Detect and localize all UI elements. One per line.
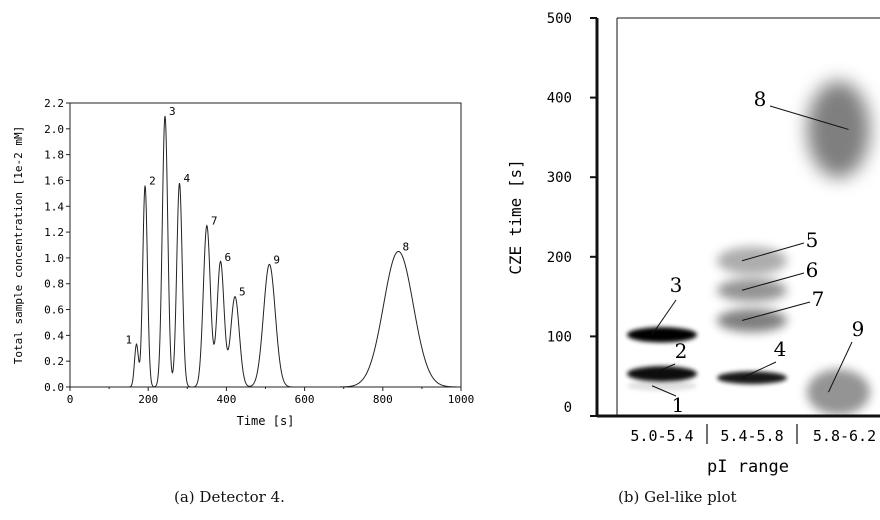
peak-labels: 1 2 3 4 7 6 5 9 8 <box>125 105 409 346</box>
band-label: 1 <box>672 393 685 417</box>
gel-band <box>717 371 787 385</box>
y-tick-label: 0.8 <box>44 278 64 291</box>
peak-label: 9 <box>273 253 280 266</box>
gel-band <box>717 309 787 332</box>
x-tick-label: 0 <box>67 393 74 406</box>
detector-ticks: 0 200 400 600 800 1000 0.0 0.2 0.4 0.6 0.8 1.0 1.2 1.… <box>44 97 474 406</box>
x-tick-label: 400 <box>216 393 236 406</box>
gel-column-labels: 5.0-5.4 5.4-5.8 5.8-6.2 <box>630 424 876 445</box>
caption-gel: (b) Gel-like plot <box>618 488 737 506</box>
band-label: 2 <box>675 339 688 363</box>
peak-label: 4 <box>183 172 190 185</box>
caption-detector: (a) Detector 4. <box>174 488 285 506</box>
x-tick-label: 1000 <box>448 393 475 406</box>
y-tick-label: 2.0 <box>44 123 64 136</box>
gel-y-axis-label: CZE time [s] <box>506 159 525 275</box>
gel-x-axis-label: pI range <box>707 457 789 477</box>
gel-y-tick-label: 0 <box>564 400 572 416</box>
y-tick-label: 1.0 <box>44 252 64 265</box>
gel-band <box>717 278 787 302</box>
y-tick-label: 1.6 <box>44 174 64 187</box>
peak-label: 3 <box>169 105 176 118</box>
y-tick-label: 0.4 <box>44 329 64 342</box>
gel-ticks: 0 100 200 300 400 500 <box>547 11 597 417</box>
gel-band <box>807 81 870 178</box>
y-tick-label: 1.4 <box>44 200 64 213</box>
gel-y-tick-label: 100 <box>547 329 572 345</box>
gel-y-tick-label: 500 <box>547 11 572 27</box>
gel-chart: 0 100 200 300 400 500 5.0-5.4 5.4-5.8 5.8-6.2 1… <box>506 11 880 477</box>
gel-column-label: 5.8-6.2 <box>813 427 876 445</box>
band-label: 5 <box>806 228 819 252</box>
gel-band <box>627 366 697 382</box>
band-label: 6 <box>806 258 819 282</box>
gel-band <box>627 327 697 343</box>
band-label: 9 <box>852 317 865 341</box>
x-tick-label: 800 <box>373 393 393 406</box>
band-leader-line <box>769 105 849 130</box>
band-leader-line <box>828 341 853 393</box>
gel-axes <box>595 17 880 418</box>
gel-band <box>807 369 870 416</box>
gel-bands <box>627 81 870 416</box>
peak-label: 5 <box>239 286 246 299</box>
y-tick-label: 2.2 <box>44 97 64 110</box>
gel-y-tick-label: 200 <box>547 250 572 266</box>
gel-y-tick-label: 400 <box>547 91 572 107</box>
concentration-curve <box>70 115 461 388</box>
gel-column-label: 5.4-5.8 <box>720 427 783 445</box>
band-leader-line <box>741 361 777 379</box>
peak-label: 6 <box>225 251 232 264</box>
x-tick-label: 600 <box>295 393 315 406</box>
band-labels: 1 2 3 4 7 6 5 9 8 <box>670 87 865 417</box>
y-tick-label: 1.2 <box>44 226 64 239</box>
band-leader-line <box>741 301 811 321</box>
peak-label: 7 <box>211 215 218 228</box>
detector-x-axis-label: Time [s] <box>237 414 295 428</box>
band-leader-line <box>741 272 805 291</box>
band-leader-lines <box>651 105 853 397</box>
band-label: 4 <box>774 337 787 361</box>
band-label: 8 <box>754 87 767 111</box>
peak-label: 2 <box>149 175 156 188</box>
y-tick-label: 1.8 <box>44 149 64 162</box>
band-leader-line <box>741 242 805 262</box>
band-leader-line <box>651 385 677 397</box>
gel-band <box>717 246 787 275</box>
y-tick-label: 0.2 <box>44 355 64 368</box>
y-tick-label: 0.0 <box>44 381 64 394</box>
band-leader-line <box>651 363 676 375</box>
x-tick-label: 200 <box>138 393 158 406</box>
peak-label: 8 <box>402 240 409 253</box>
band-leader-line <box>651 299 677 336</box>
detector-chart: 0 200 400 600 800 1000 0.0 0.2 0.4 0.6 0.8 1.0 1.2 1.… <box>12 97 474 428</box>
detector-y-axis-label: Total sample concentration [1e-2 mM] <box>12 126 25 364</box>
band-label: 7 <box>812 287 825 311</box>
gel-column-label: 5.0-5.4 <box>630 427 693 445</box>
band-label: 3 <box>670 273 683 297</box>
peak-label: 1 <box>125 333 132 346</box>
y-tick-label: 0.6 <box>44 304 64 317</box>
gel-y-tick-label: 300 <box>547 170 572 186</box>
gel-band <box>627 380 697 391</box>
